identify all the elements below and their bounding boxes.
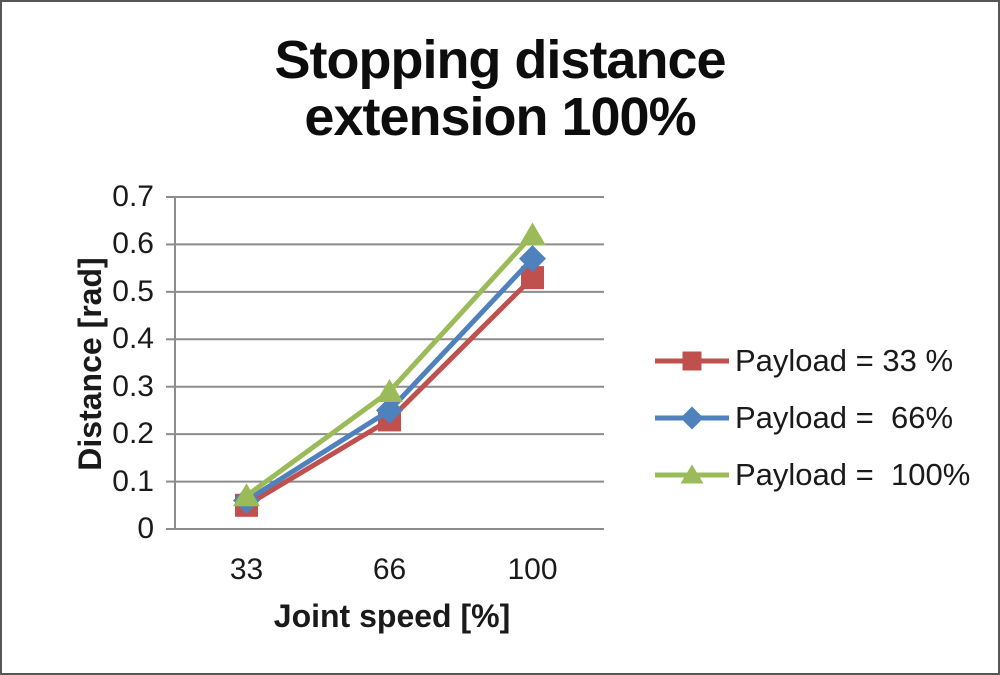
x-tick-label: 66: [372, 553, 407, 586]
marker-triangle-icon: [519, 222, 546, 246]
y-tick-label: 0.3: [112, 369, 154, 403]
chart-title: Stopping distance: [274, 30, 726, 90]
legend-item: Payload = 66%: [652, 389, 970, 446]
marker-triangle-icon: [680, 464, 704, 483]
legend-item: Payload = 100%: [652, 446, 970, 503]
x-axis-title: Joint speed [%]: [273, 598, 511, 634]
y-axis-title: Distance [rad]: [72, 257, 108, 471]
series-line: [245, 233, 535, 498]
series-triangle: [233, 222, 546, 507]
legend-marker-diamond-icon: [655, 406, 729, 429]
chart-title-block: Stopping distance extension 100%: [2, 32, 998, 146]
legend-label: Payload = 100%: [735, 456, 971, 492]
x-tick-label: 100: [507, 553, 558, 586]
chart-subtitle: extension 100%: [304, 87, 696, 147]
legend-marker-square-icon: [655, 351, 729, 370]
y-tick-label: 0.5: [112, 274, 154, 308]
legend-label: Payload = 33 %: [735, 342, 954, 378]
marker-triangle-icon: [376, 378, 403, 402]
legend: Payload = 33 % Payload = 66% Payload = 1…: [652, 332, 970, 503]
marker-diamond-icon: [376, 396, 403, 424]
y-tick-label: 0.4: [112, 322, 154, 356]
marker-square-icon: [682, 351, 702, 370]
y-tick-label: 0.7: [112, 180, 154, 213]
marker-diamond-icon: [519, 245, 546, 273]
marker-diamond-icon: [680, 406, 704, 429]
legend-marker-triangle-icon: [655, 464, 729, 483]
marker-square-icon: [521, 266, 544, 290]
legend-label: Payload = 66%: [735, 399, 954, 435]
x-tick-label: 33: [229, 553, 264, 586]
y-tick-label: 0.1: [112, 464, 154, 498]
y-tick-label: 0: [137, 512, 154, 545]
marker-triangle-icon: [233, 483, 260, 507]
y-tick-label: 0.2: [112, 417, 154, 451]
legend-item: Payload = 33 %: [652, 332, 970, 389]
y-tick-label: 0.6: [112, 227, 154, 261]
